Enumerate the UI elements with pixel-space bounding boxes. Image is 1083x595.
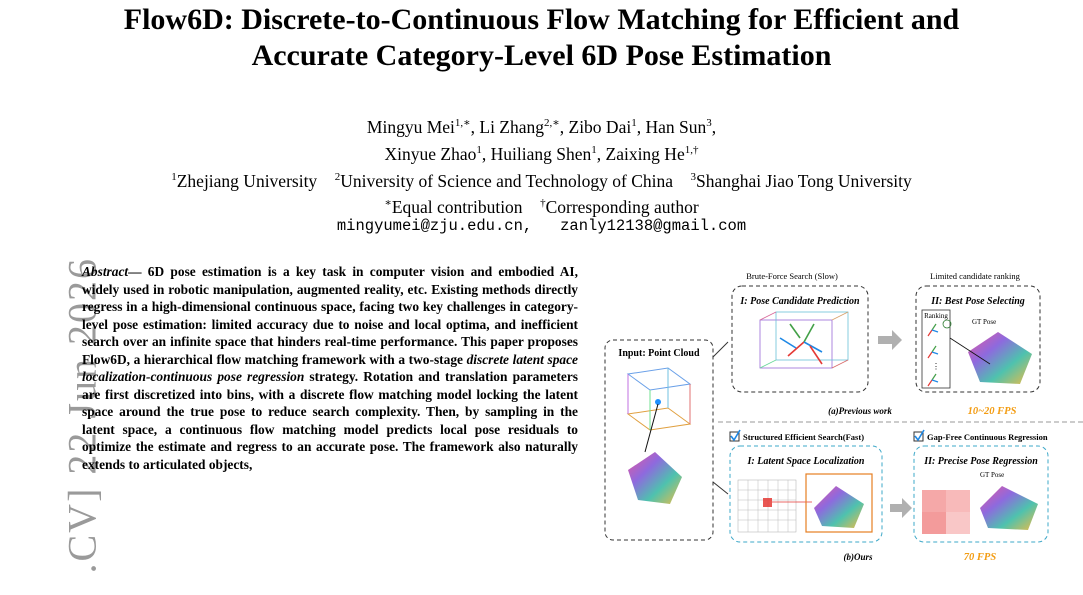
ours-fps: 70 FPS <box>964 552 997 563</box>
structured-label: Structured Efficient Search(Fast) <box>743 432 864 442</box>
prev-result-cloud <box>968 332 1032 384</box>
author-name: Li Zhang <box>479 116 545 137</box>
prev-candidate-cube <box>759 311 849 369</box>
prev-stage2-box <box>915 285 1041 393</box>
author-sep: , <box>711 116 717 137</box>
corr-note: Corresponding author <box>545 197 699 218</box>
email-1: mingyumei@zju.edu.cn, <box>336 217 533 235</box>
input-cube <box>626 367 692 431</box>
abstract-text-1: 6D pose estimation is a key task in comp… <box>82 264 578 367</box>
prev-flow-arrow <box>878 330 902 350</box>
affiliation-name: Zhejiang University <box>176 170 318 191</box>
latent-cell <box>763 498 772 507</box>
input-panel <box>604 339 714 541</box>
gapfree-checkbox-icon <box>913 431 924 442</box>
ours-result-cloud <box>980 486 1038 530</box>
input-point-cloud <box>628 452 682 504</box>
ranking-box <box>921 309 951 389</box>
author-sup: 1 <box>591 143 597 156</box>
affiliation-sup: 1 <box>171 170 177 183</box>
method-figure: Input: Point Cloud Brute-Force Search (S… <box>604 272 1083 563</box>
equal-note: Equal contribution <box>391 197 523 218</box>
ours-stage2-title: II: Precise Pose Regression <box>923 456 1038 467</box>
contribution-notes: ∗Equal contribution †Corresponding autho… <box>60 192 1023 219</box>
gt-pose-label: GT Pose <box>972 318 996 326</box>
author-line-2: Xinyue Zhao1, Huiliang Shen1, Zaixing He… <box>60 139 1023 166</box>
author-sep: , <box>559 116 569 137</box>
author-sup: 3 <box>706 117 712 129</box>
abstract-dash: — <box>128 264 148 279</box>
affiliation-name: University of Science and Technology of … <box>340 170 674 191</box>
candidate-axes <box>779 323 823 365</box>
ours-flow-arrow <box>890 498 912 518</box>
corr-sup: † <box>540 197 546 210</box>
affiliation-sup: 3 <box>690 170 697 183</box>
gt-pose-label-2: GT Pose <box>980 471 1004 479</box>
affiliation-sup: 2 <box>334 170 341 183</box>
prev-stage1-box <box>731 285 869 393</box>
author-sep: , <box>636 116 646 137</box>
paper-title: Flow6D: Discrete-to-Continuous Flow Matc… <box>60 2 1023 74</box>
prev-fps: 10~20 FPS <box>968 406 1017 417</box>
ours-stage1-title: I: Latent Space Localization <box>747 456 865 467</box>
ours-stage1-cloud <box>814 486 864 528</box>
prev-caption: (a)Previous work <box>828 406 892 416</box>
author-name: Huiliang Shen <box>490 143 592 164</box>
author-name: Xinyue Zhao <box>384 143 477 164</box>
author-line-1: Mingyu Mei1,∗, Li Zhang2,∗, Zibo Dai1, H… <box>60 112 1023 139</box>
latent-grid <box>737 479 797 533</box>
author-sep: , <box>596 143 606 164</box>
abstract-text-2: strategy. Rotation and translation param… <box>82 369 579 472</box>
regression-cubes <box>922 490 970 534</box>
prev-stage1-title: I: Pose Candidate Prediction <box>739 296 860 307</box>
input-center-dot <box>655 399 661 405</box>
author-sup: 2,∗ <box>544 117 560 129</box>
brute-force-label: Brute-Force Search (Slow) <box>746 272 838 281</box>
author-sup: 1 <box>631 117 637 129</box>
check-icon <box>942 319 952 329</box>
ours-stage2-box <box>913 445 1049 543</box>
ranking-ellipsis: ⋮ <box>932 362 940 371</box>
author-block: Mingyu Mei1,∗, Li Zhang2,∗, Zibo Dai1, H… <box>60 112 1023 219</box>
author-sup: 1 <box>476 143 482 156</box>
limited-ranking-label: Limited candidate ranking <box>930 272 1020 281</box>
gapfree-label: Gap-Free Continuous Regression <box>927 432 1048 442</box>
author-sup: 1,∗ <box>454 117 471 129</box>
ours-stage1-box <box>729 445 883 543</box>
ranking-axes <box>927 323 939 387</box>
author-name: Han Sun <box>645 116 707 137</box>
title-line-2: Accurate Category-Level 6D Pose Estimati… <box>251 39 832 72</box>
email-2: zanly12138@gmail.com <box>560 217 747 235</box>
ranking-label: Ranking <box>924 312 948 320</box>
ours-localization-cube <box>805 473 873 533</box>
author-sep: , <box>481 143 491 164</box>
author-name: Zaixing He <box>605 143 685 164</box>
email-line: mingyumei@zju.edu.cn, zanly12138@gmail.c… <box>60 217 1023 235</box>
author-name: Mingyu Mei <box>366 116 455 137</box>
author-name: Zibo Dai <box>568 116 632 137</box>
input-label: Input: Point Cloud <box>618 348 700 359</box>
title-line-1: Flow6D: Discrete-to-Continuous Flow Matc… <box>123 3 960 36</box>
abstract-italic: discrete latent space localization-conti… <box>82 351 578 385</box>
abstract-label: Abstract <box>82 264 129 279</box>
ours-caption: (b)Ours <box>843 552 873 562</box>
equal-sup: ∗ <box>384 197 392 210</box>
author-sep: , <box>470 116 480 137</box>
abstract: Abstract— 6D pose estimation is a key ta… <box>82 263 578 473</box>
structured-checkbox-icon <box>729 431 740 442</box>
affiliation-line: 1Zhejiang University 2University of Scie… <box>60 166 1023 193</box>
affiliation-name: Shanghai Jiao Tong University <box>696 170 912 191</box>
prev-stage2-title: II: Best Pose Selecting <box>930 296 1025 307</box>
author-sup: 1,† <box>684 143 699 156</box>
